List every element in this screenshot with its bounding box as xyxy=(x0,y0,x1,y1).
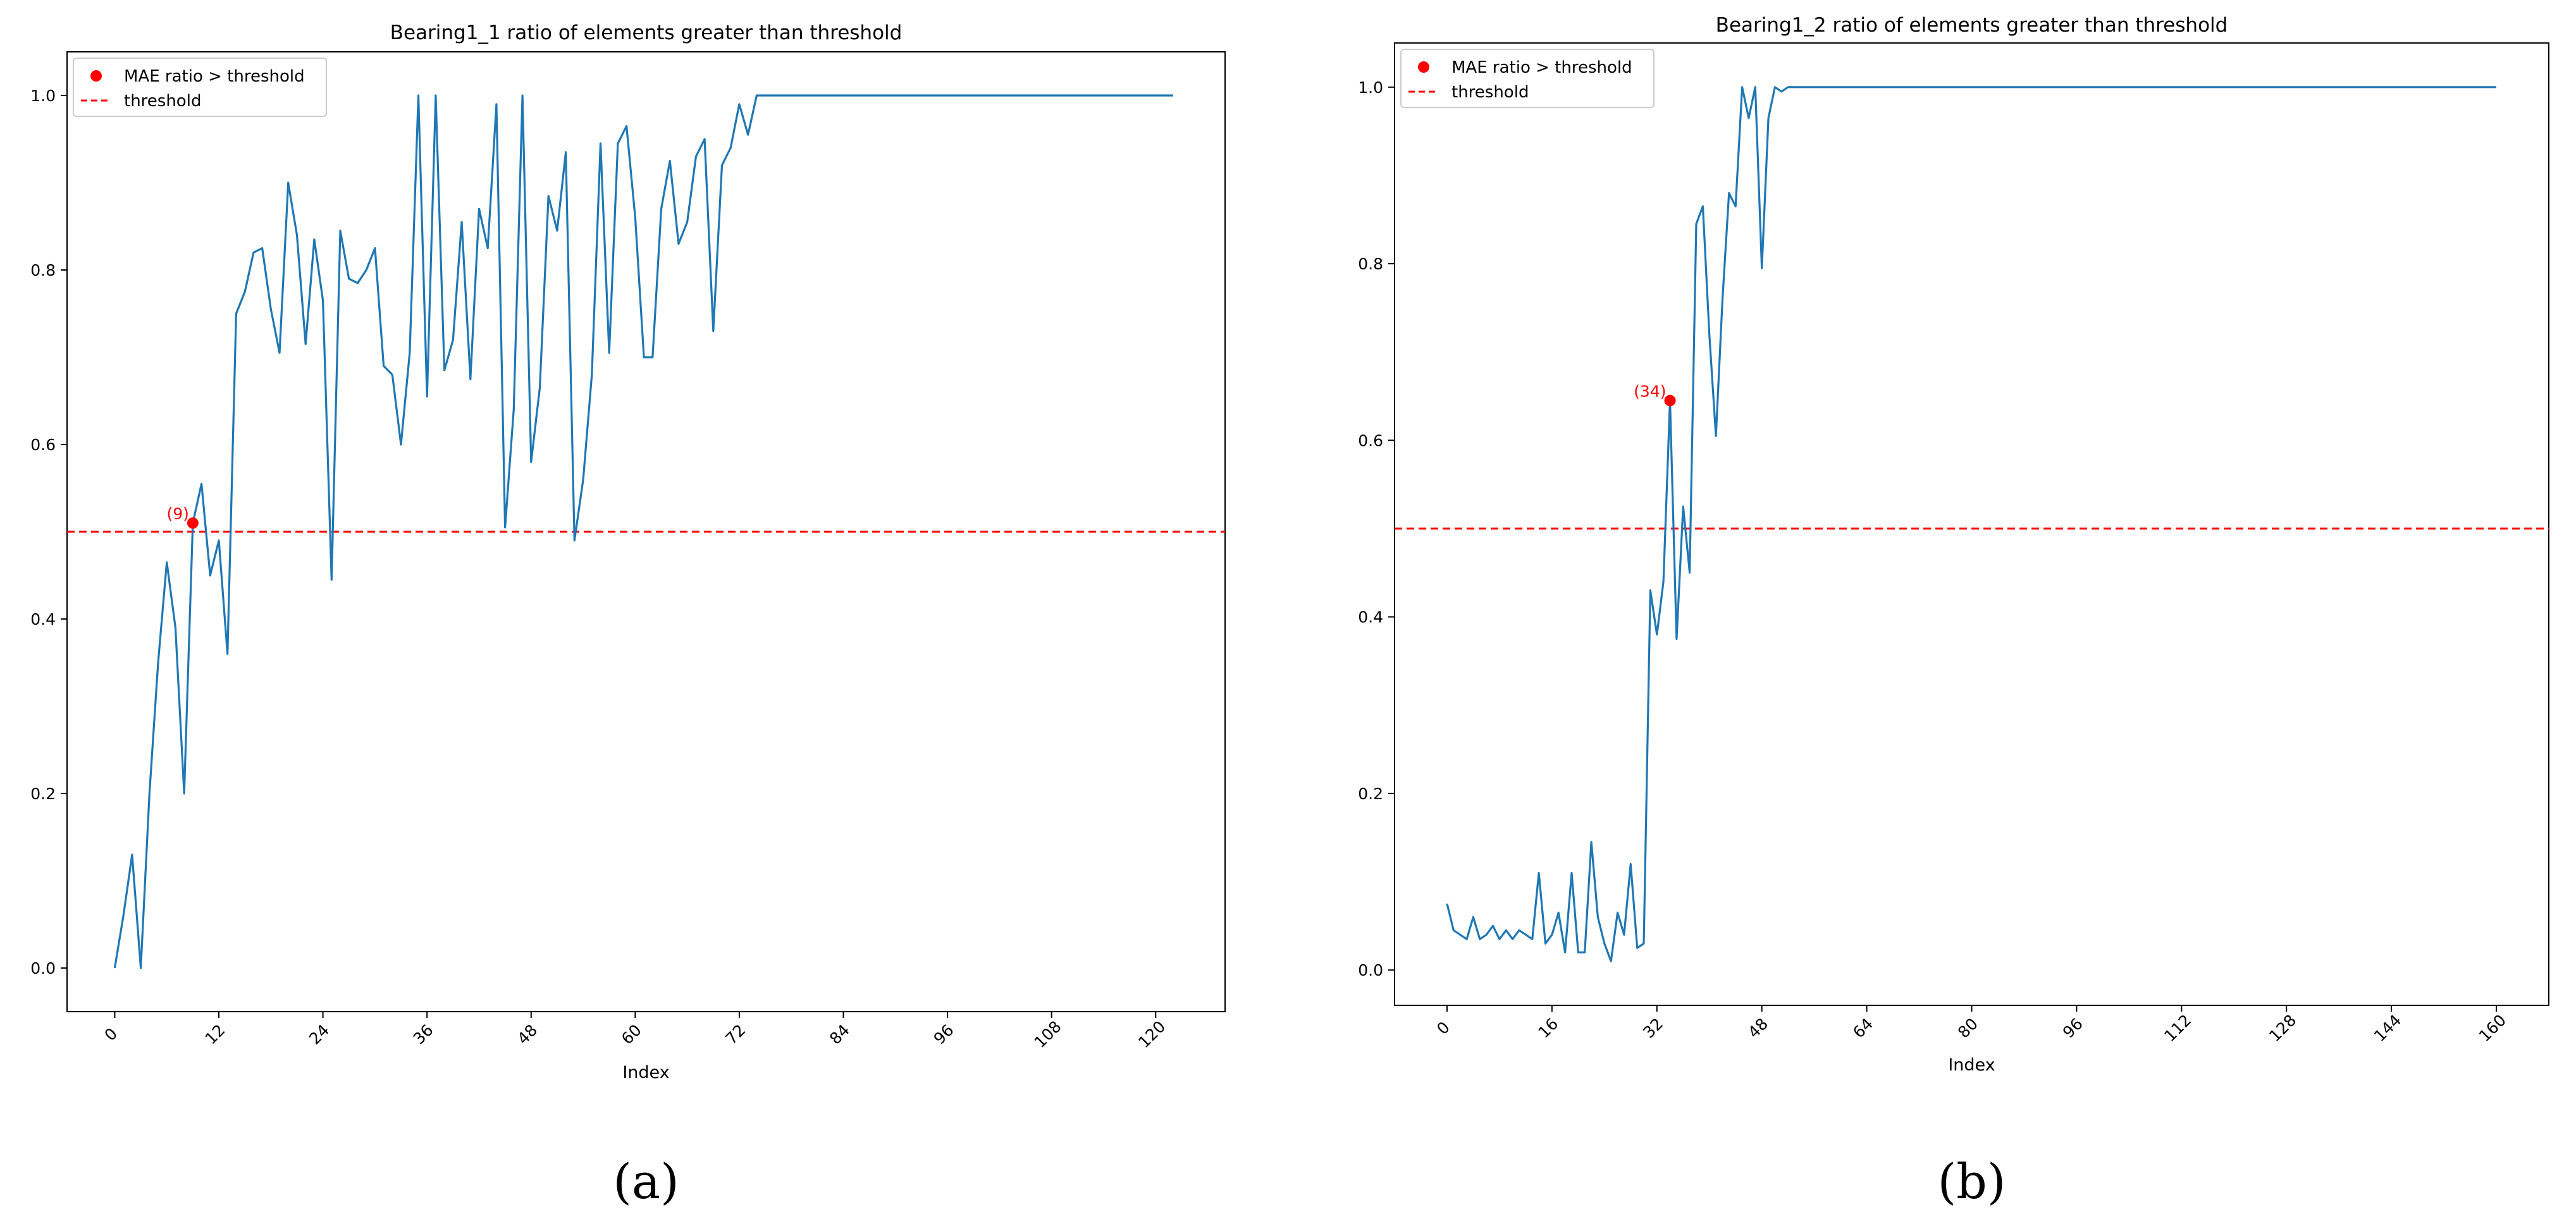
x-tick-label-b: 16 xyxy=(1534,1014,1562,1041)
y-tick-label-b: 0.8 xyxy=(1358,255,1383,273)
axes-frame-b xyxy=(1394,42,2549,1006)
x-tick-label-a: 72 xyxy=(722,1021,749,1048)
x-tick-label-a: 36 xyxy=(410,1021,437,1048)
x-tick-label-b: 112 xyxy=(2160,1011,2195,1045)
x-tick-label-b: 64 xyxy=(1849,1014,1877,1041)
y-tick-label-b: 0.6 xyxy=(1358,431,1383,450)
x-tick-label-a: 24 xyxy=(305,1021,333,1048)
x-tick-label-b: 144 xyxy=(2370,1011,2405,1045)
panel-label-b: (b) xyxy=(1938,1153,2006,1210)
threshold-crossing-marker-b xyxy=(1664,395,1676,407)
y-tick-label-a: 0.4 xyxy=(30,610,56,628)
legend-marker-a xyxy=(90,70,102,82)
x-axis-label-a: Index xyxy=(622,1063,669,1082)
x-tick-label-b: 80 xyxy=(1954,1014,1981,1041)
x-tick-label-b: 0 xyxy=(1433,1018,1453,1038)
panel-label-a: (a) xyxy=(613,1153,679,1210)
chart-title-a: Bearing1_1 ratio of elements greater tha… xyxy=(390,21,903,44)
x-tick-label-b: 160 xyxy=(2475,1011,2510,1045)
x-tick-label-a: 120 xyxy=(1135,1017,1169,1051)
chart-title-b: Bearing1_2 ratio of elements greater tha… xyxy=(1716,14,2228,37)
x-tick-label-b: 128 xyxy=(2265,1011,2300,1045)
y-tick-label-b: 0.0 xyxy=(1358,961,1383,979)
x-tick-label-b: 96 xyxy=(2059,1014,2086,1041)
x-tick-label-a: 48 xyxy=(514,1021,541,1048)
x-tick-label-a: 84 xyxy=(826,1021,853,1048)
legend-entry-threshold-b: threshold xyxy=(1451,83,1529,102)
chart-panel-a: Bearing1_1 ratio of elements greater tha… xyxy=(30,21,1226,1210)
legend-box-b xyxy=(1400,49,1655,108)
x-tick-label-a: 96 xyxy=(930,1021,958,1048)
legend-entry-threshold-a: threshold xyxy=(124,92,201,111)
chart-panel-b: Bearing1_2 ratio of elements greater tha… xyxy=(1358,14,2549,1210)
x-tick-label-b: 32 xyxy=(1639,1014,1667,1041)
y-tick-label-b: 0.2 xyxy=(1358,785,1383,803)
threshold-crossing-marker-a xyxy=(187,517,199,529)
y-tick-label-a: 0.2 xyxy=(30,785,56,803)
x-tick-label-a: 0 xyxy=(101,1024,121,1045)
legend-marker-b xyxy=(1418,61,1429,73)
y-tick-label-b: 1.0 xyxy=(1358,78,1383,97)
x-tick-label-b: 48 xyxy=(1744,1014,1772,1041)
y-tick-label-a: 0.0 xyxy=(30,959,56,978)
y-tick-label-b: 0.4 xyxy=(1358,608,1383,627)
x-axis-label-b: Index xyxy=(1948,1055,1995,1075)
legend-b: MAE ratio > threshold threshold xyxy=(1400,49,1655,108)
marker-annotation-a: (9) xyxy=(166,505,188,523)
x-tick-label-a: 60 xyxy=(618,1021,645,1048)
legend-entry-mae-b: MAE ratio > threshold xyxy=(1451,58,1632,77)
legend-a: MAE ratio > threshold threshold xyxy=(73,58,327,117)
y-tick-label-a: 0.8 xyxy=(30,261,56,279)
legend-entry-mae-a: MAE ratio > threshold xyxy=(124,67,305,86)
legend-box-a xyxy=(73,58,327,117)
series-line-b xyxy=(1446,86,2496,962)
x-tick-label-a: 12 xyxy=(202,1021,229,1048)
y-tick-label-a: 0.6 xyxy=(30,436,56,454)
marker-annotation-b: (34) xyxy=(1634,383,1666,401)
y-tick-label-a: 1.0 xyxy=(30,87,56,105)
series-line-a xyxy=(113,94,1173,969)
x-tick-label-a: 108 xyxy=(1031,1017,1065,1051)
